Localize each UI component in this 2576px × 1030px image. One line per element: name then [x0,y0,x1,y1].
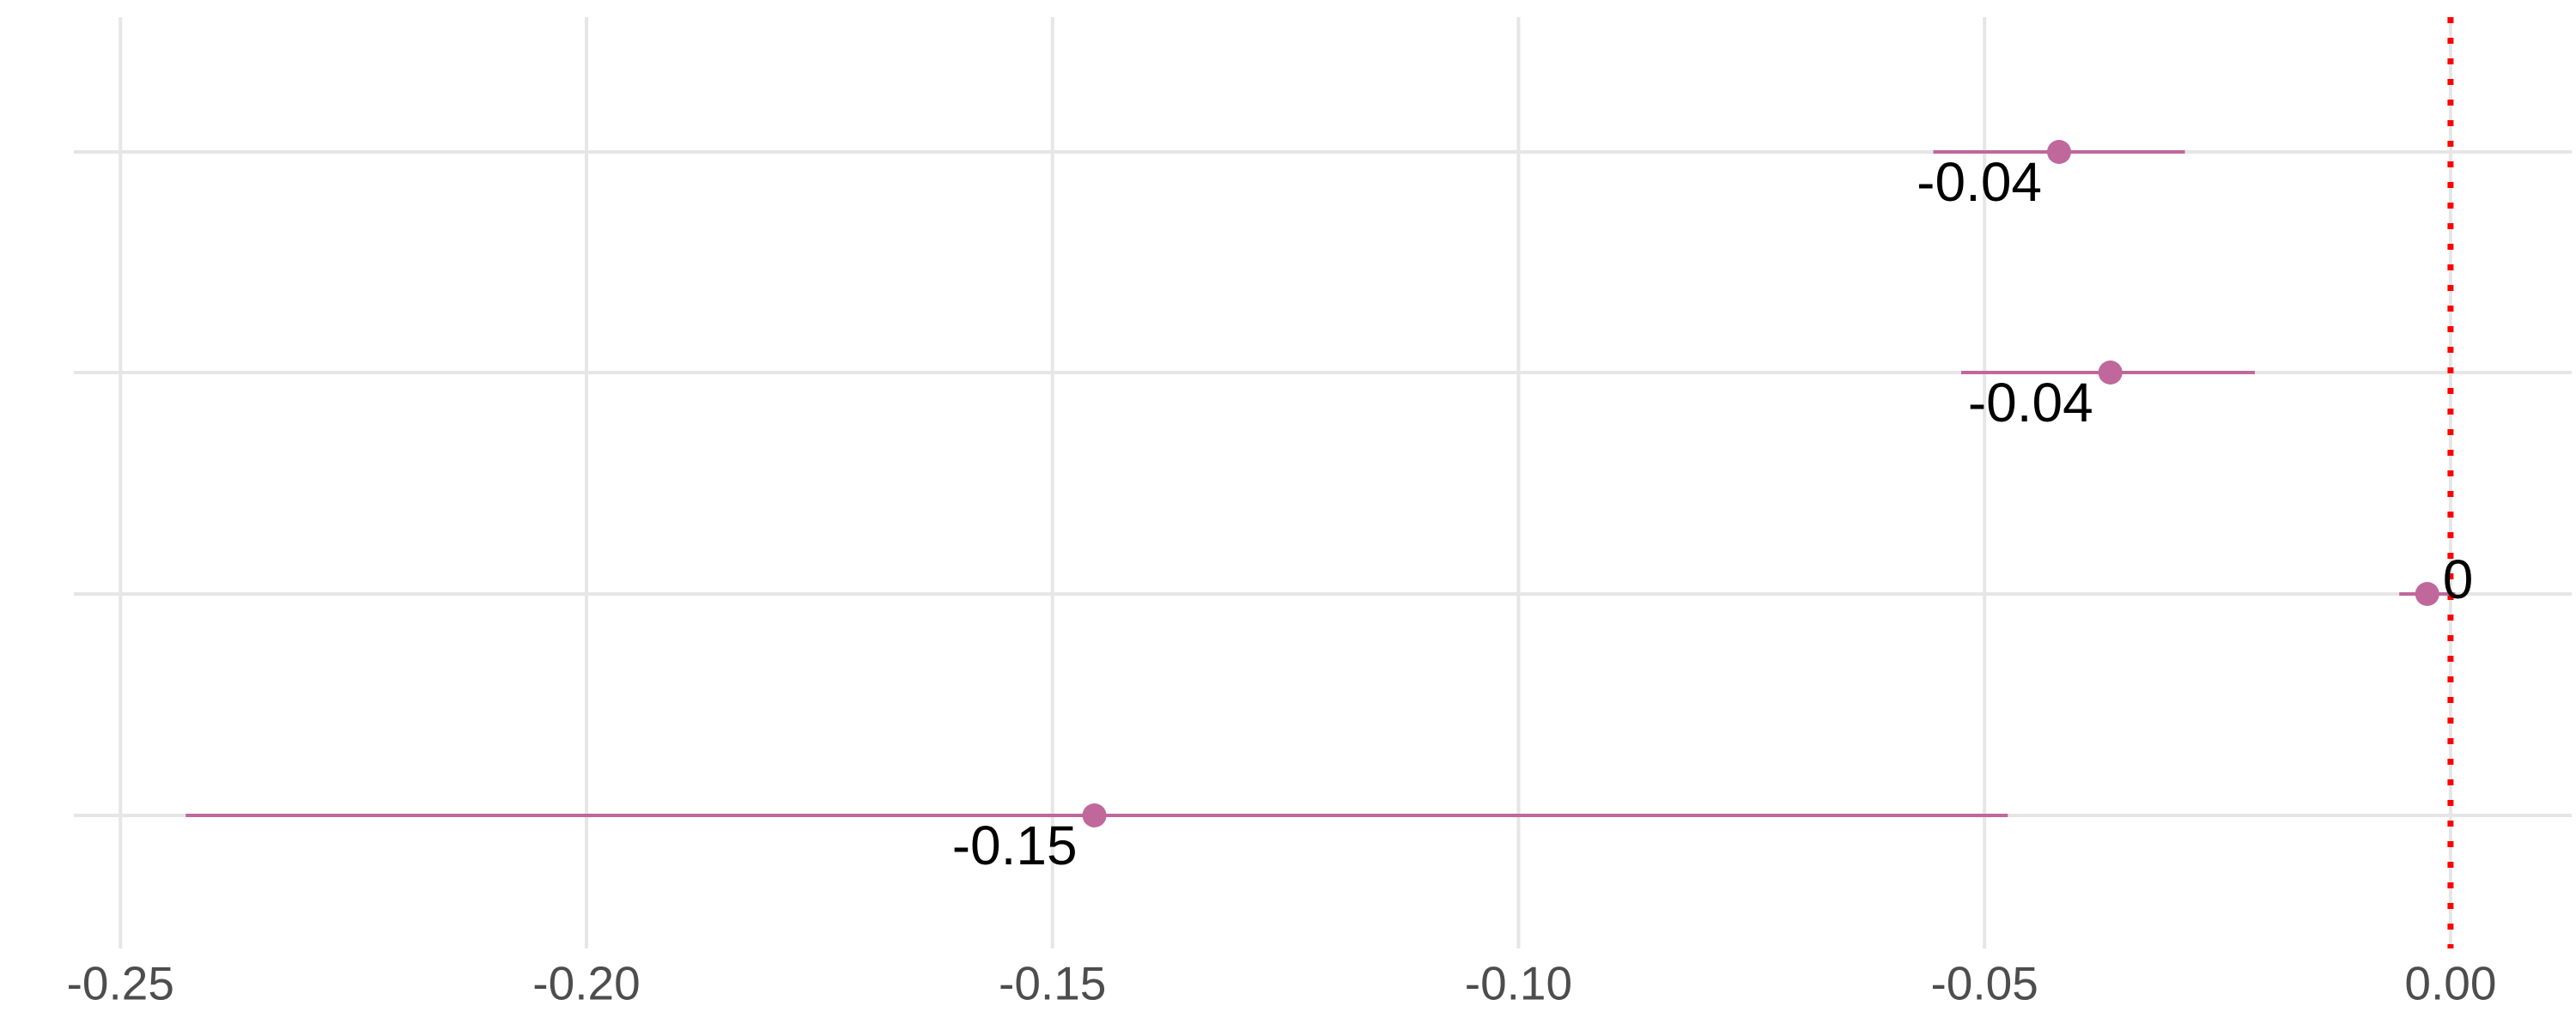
vertical-gridlines [118,17,2452,948]
point-ranges [185,140,2456,827]
estimate-point [1082,803,1107,827]
x-tick-label: -0.05 [1930,957,2038,1010]
x-axis-tick-labels: -0.25 -0.20 -0.15 -0.10 -0.05 0.00 [67,957,2497,1010]
horizontal-gridlines [74,150,2572,817]
x-tick-label: -0.15 [999,957,1106,1010]
estimate-point [2098,360,2123,385]
data-label: -0.04 [1917,151,2042,213]
x-tick-label: -0.20 [532,957,640,1010]
data-label: 0 [2443,548,2474,610]
estimate-point [2047,140,2072,164]
x-tick-label: 0.00 [2404,957,2496,1010]
data-labels: -0.04 -0.04 0 -0.15 [952,151,2474,876]
data-label: -0.04 [1968,372,2093,433]
x-tick-label: -0.10 [1465,957,1572,1010]
data-label: -0.15 [952,815,1078,876]
estimate-point [2415,582,2439,606]
x-tick-label: -0.25 [67,957,174,1010]
